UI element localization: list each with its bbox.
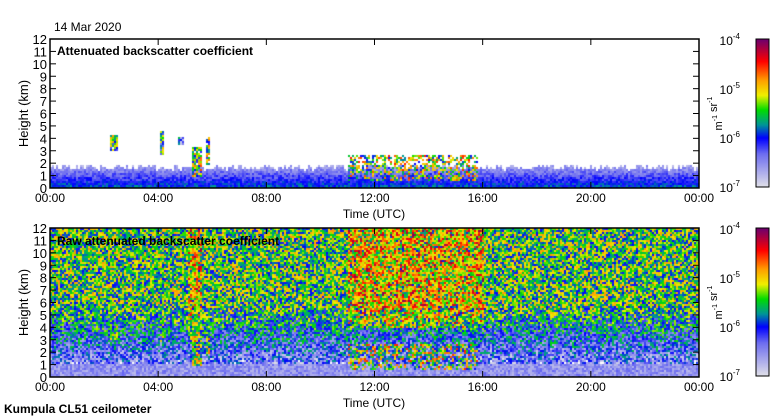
colorbar-attenuated [756,39,769,187]
y-tick-label: 9 [40,69,47,84]
y-tick-label: 4 [40,131,47,146]
colorbar-tick-label: 10-7 [720,368,741,384]
colorbar-tick-label: 10-5 [720,270,741,286]
x-tick-label: 00:00 [35,191,65,205]
x-axis-label: Time (UTC) [343,207,405,221]
y-tick-label: 3 [40,333,47,348]
y-tick-label: 11 [34,233,48,248]
x-tick-label: 04:00 [143,380,173,394]
colorbar-label: m-1 sr-1 [707,96,725,130]
y-tick-label: 7 [40,283,47,298]
y-tick-label: 12 [33,221,47,236]
y-axis-label: Height (km) [16,269,31,336]
date-label: 14 Mar 2020 [54,20,122,34]
heatmap-raw [50,228,699,377]
y-tick-label: 6 [40,296,47,311]
y-tick-label: 0 [40,370,47,385]
y-tick-label: 11 [34,44,48,59]
y-tick-label: 5 [40,119,47,134]
x-tick-label: 12:00 [359,191,389,205]
x-tick-label: 08:00 [251,191,281,205]
x-tick-label: 16:00 [468,191,498,205]
y-tick-label: 5 [40,308,47,323]
colorbar-tick-label: 10-6 [720,319,741,335]
x-tick-label: 00:00 [35,380,65,394]
y-axis-label: Height (km) [16,80,31,147]
y-tick-label: 3 [40,144,47,159]
colorbar-frame [755,38,770,188]
x-tick-label: 20:00 [576,380,606,394]
colorbar-tick-label: 10-4 [720,221,741,237]
panel-title-raw: Raw attenuated backscatter coefficient [57,234,280,248]
plot-frame [49,227,700,378]
y-tick-label: 10 [33,246,47,261]
y-tick-label: 10 [33,57,47,72]
x-tick-label: 16:00 [468,380,498,394]
y-tick-label: 12 [33,32,47,47]
x-axis-label: Time (UTC) [343,396,405,410]
x-tick-label: 04:00 [143,191,173,205]
y-tick-label: 9 [40,258,47,273]
colorbar-tick-label: 10-6 [720,130,741,146]
y-tick-label: 6 [40,107,47,122]
y-tick-label: 8 [40,271,47,286]
y-tick-label: 7 [40,94,47,109]
y-tick-label: 1 [40,358,47,373]
y-tick-label: 0 [40,181,47,196]
colorbar-frame [755,227,770,377]
x-tick-label: 12:00 [359,380,389,394]
y-tick-label: 8 [40,82,47,97]
colorbar-tick-label: 10-5 [720,81,741,97]
heatmap-attenuated [50,39,699,188]
x-tick-label: 00:00 [684,191,714,205]
x-tick-label: 00:00 [684,380,714,394]
footer-label: Kumpula CL51 ceilometer [4,402,152,416]
panel-title-attenuated: Attenuated backscatter coefficient [57,44,254,58]
colorbar-raw [756,228,769,376]
y-tick-label: 2 [40,156,47,171]
x-tick-label: 20:00 [576,191,606,205]
y-tick-label: 1 [40,169,47,184]
y-tick-label: 2 [40,345,47,360]
y-tick-label: 4 [40,320,47,335]
plot-frame [49,38,700,189]
colorbar-tick-label: 10-7 [720,179,741,195]
colorbar-label: m-1 sr-1 [707,285,725,319]
colorbar-tick-label: 10-4 [720,32,741,48]
x-tick-label: 08:00 [251,380,281,394]
